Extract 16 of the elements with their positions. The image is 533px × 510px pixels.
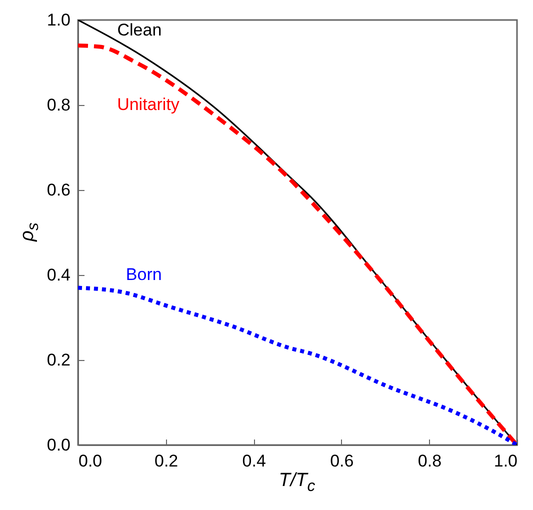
x-tick-label: 0.6: [330, 452, 354, 470]
series-label: Born: [126, 265, 162, 284]
y-tick-label: 0.2: [46, 350, 70, 370]
x-tick-label: 1.0: [494, 452, 518, 470]
x-tick-label: 0.2: [154, 452, 178, 470]
y-tick-label: 0.8: [46, 96, 70, 114]
y-tick-label: 0.4: [46, 266, 70, 284]
x-axis-title: T/T$_{c}$: [278, 470, 316, 496]
y-tick-label: 0.0: [46, 436, 70, 454]
x-tick-label: 0.8: [418, 452, 442, 470]
x-tick-label: 0.4: [242, 452, 266, 470]
y-tick-label: 1.0: [46, 10, 70, 30]
y-tick-label: 0.6: [46, 180, 70, 200]
x-tick-label: 0.0: [78, 452, 102, 470]
series-label: Clean: [117, 20, 162, 40]
series-label: Unitarity: [117, 95, 180, 114]
